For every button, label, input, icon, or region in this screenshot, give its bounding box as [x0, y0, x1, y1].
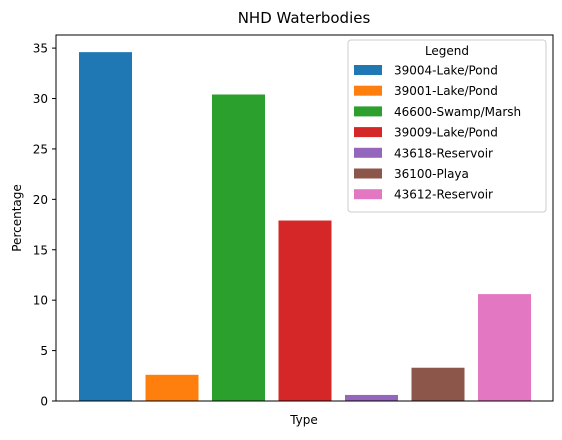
bar-7 [478, 294, 531, 401]
legend-label-3: 46600-Swamp/Marsh [394, 105, 521, 119]
legend-swatch-2 [354, 85, 382, 96]
x-axis-label: Type [289, 413, 318, 427]
y-tick-label-7: 35 [33, 42, 48, 56]
legend-swatch-7 [354, 189, 382, 200]
legend-swatch-3 [354, 106, 382, 117]
legend-label-2: 39001-Lake/Pond [394, 84, 498, 98]
chart-title: NHD Waterbodies [238, 9, 371, 27]
legend-swatch-5 [354, 147, 382, 158]
legend-label-1: 39004-Lake/Pond [394, 64, 498, 78]
bar-5 [345, 394, 398, 401]
y-tick-label-6: 30 [33, 92, 48, 106]
legend-swatch-1 [354, 65, 382, 75]
legend-title: Legend [425, 44, 469, 58]
y-axis-label: Percentage [10, 184, 24, 252]
legend-label-6: 36100-Playa [394, 167, 469, 181]
legend-swatch-6 [354, 168, 382, 179]
y-tick-label-4: 20 [33, 193, 48, 207]
legend-label-4: 39009-Lake/Pond [394, 126, 498, 140]
legend: Legend 39004-Lake/Pond 39001-Lake/Pond 466… [347, 39, 547, 213]
y-tick-label-5: 25 [33, 142, 48, 156]
y-tick-label-0: 0 [40, 395, 48, 409]
bars-group [79, 52, 531, 402]
legend-box [347, 39, 547, 213]
bar-4 [278, 220, 332, 401]
y-tick-label-2: 10 [33, 294, 48, 308]
legend-label-7: 43612-Reservoir [394, 188, 493, 202]
bar-2 [145, 374, 199, 401]
legend-label-5: 43618-Reservoir [394, 146, 493, 160]
bar-3 [212, 94, 265, 402]
legend-items: 39004-Lake/Pond 39001-Lake/Pond 46600-Swam… [354, 64, 521, 202]
bar-6 [411, 367, 465, 401]
y-axis: 0 5 10 15 20 25 30 35 [33, 42, 56, 409]
y-tick-label-1: 5 [40, 344, 48, 358]
legend-swatch-4 [354, 127, 382, 138]
plot-frame [55, 34, 554, 402]
y-tick-label-3: 15 [33, 243, 48, 257]
bar-1 [79, 52, 132, 401]
